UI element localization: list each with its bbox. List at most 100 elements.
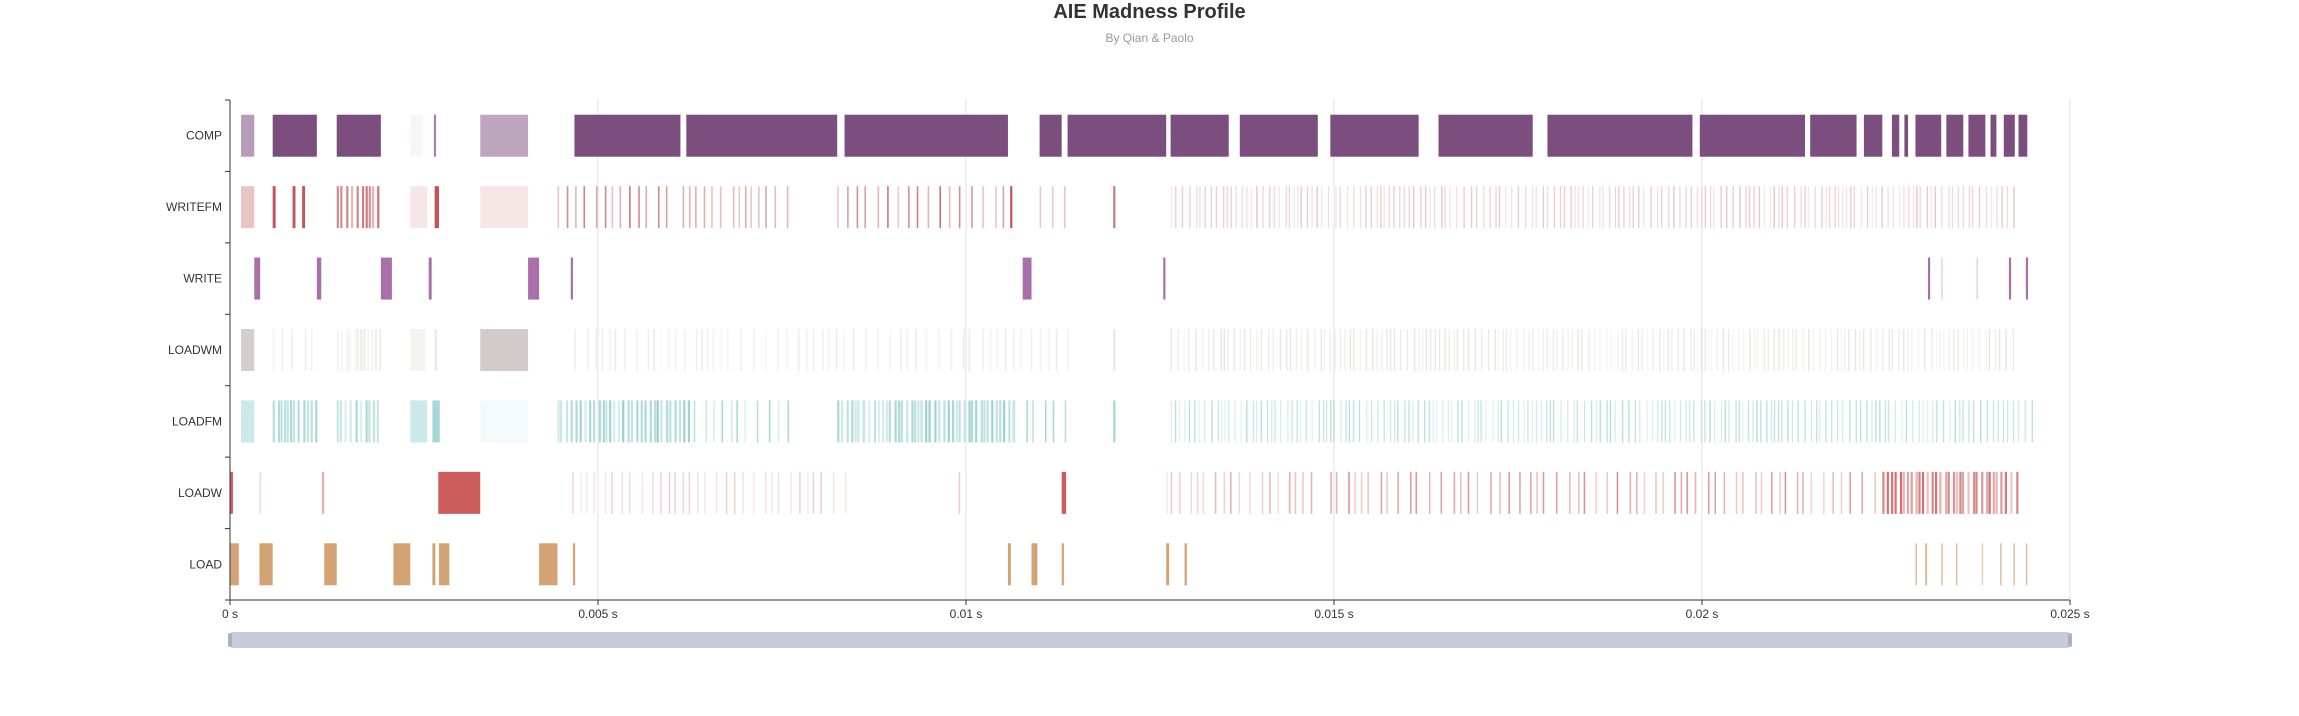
y-axis-label-comp: COMP (186, 129, 222, 143)
event-bar-loadwm (480, 329, 529, 371)
event-tick-writefm (1919, 186, 1921, 229)
event-tick-loadfm (1348, 400, 1351, 443)
zoom-handle-right[interactable] (2068, 633, 2072, 647)
event-tick-loadfm (971, 400, 974, 443)
event-tick-writefm (629, 186, 631, 229)
event-tick-loadfm (339, 400, 342, 443)
event-tick-loadwm (1876, 329, 1878, 371)
event-bar-loadwm (410, 329, 426, 371)
event-tick-writefm (1424, 186, 1427, 229)
zoom-handle-left[interactable] (228, 633, 232, 647)
event-tick-loadfm (1968, 400, 1970, 443)
event-tick-writefm (1383, 186, 1385, 229)
event-tick-loadfm (1370, 400, 1373, 443)
event-tick-loadwm (1425, 329, 1428, 371)
data-zoom-slider[interactable] (228, 632, 2072, 648)
event-tick-loadwm (1978, 329, 1981, 371)
event-tick-loadwm (1233, 329, 1236, 371)
event-tick-loadw (1694, 471, 1697, 514)
event-tick-writefm (1320, 186, 1323, 229)
event-tick-writefm (1403, 186, 1406, 229)
event-tick-loadwm (1571, 329, 1573, 371)
event-tick-writefm (575, 186, 577, 229)
event-tick-loadfm (955, 400, 958, 443)
event-tick-loadwm (1187, 329, 1190, 371)
event-tick-loadwm (1393, 329, 1396, 371)
event-tick-loadfm (1656, 400, 1659, 443)
y-axis-label-writefm: WRITEFM (166, 200, 222, 214)
event-tick-loadfm (1428, 400, 1431, 443)
event-tick-loadwm (1888, 329, 1890, 371)
event-tick-loadwm (1272, 329, 1275, 371)
event-burst-loadwm (336, 329, 382, 371)
event-tick-writefm (1732, 186, 1734, 229)
event-tick-loadfm (1352, 400, 1355, 443)
event-tick-loadwm (1448, 329, 1450, 371)
event-tick-loadfm (1773, 400, 1776, 443)
event-burst-writefm (336, 186, 380, 229)
event-tick-writefm (1726, 186, 1728, 229)
event-tick-loadwm (1924, 329, 1926, 371)
event-tick-loadwm (1359, 329, 1362, 371)
zoom-track[interactable] (230, 632, 2070, 648)
event-tick-loadwm (1985, 329, 1987, 371)
event-tick-loadwm (1183, 329, 1185, 371)
event-bar-comp (1170, 114, 1229, 157)
event-bar-write (2008, 257, 2012, 300)
event-tick-loadwm (1567, 329, 1569, 371)
event-tick-loadwm (1957, 329, 1959, 371)
event-tick-loadfm (1246, 400, 1248, 443)
event-tick-writefm (1175, 186, 1177, 229)
event-tick-loadfm (2006, 400, 2009, 443)
event-tick-loadwm (1697, 329, 1699, 371)
event-tick-loadwm (1349, 329, 1352, 371)
event-tick-writefm (1278, 186, 1281, 229)
event-tick-writefm (1642, 186, 1645, 229)
event-burst-writefm (1170, 186, 2015, 229)
event-tick-writefm (1614, 186, 1617, 229)
event-tick-loadfm (1188, 400, 1191, 443)
event-bar-comp (1438, 114, 1533, 157)
event-tick-loadwm (1400, 329, 1402, 371)
event-bar-writefm (241, 186, 255, 229)
event-burst-loadfm (272, 400, 318, 443)
event-tick-writefm (1887, 186, 1889, 229)
event-tick-loadfm (1397, 400, 1399, 443)
event-tick-loadfm (1979, 400, 1982, 443)
event-tick-loadwm (1456, 329, 1459, 371)
event-tick-loadwm (624, 329, 626, 371)
event-tick-loadfm (1221, 400, 1223, 443)
event-tick-loadfm (1417, 400, 1419, 443)
event-tick-writefm (365, 186, 368, 229)
event-burst-loadfm (693, 400, 790, 443)
event-tick-writefm (1582, 186, 1584, 229)
event-tick-loadw (1810, 471, 1813, 514)
y-axis-label-loadw: LOADW (178, 486, 223, 500)
event-tick-loadfm (1485, 400, 1487, 443)
event-tick-loadwm (1848, 329, 1850, 371)
event-tick-writefm (948, 186, 951, 229)
event-tick-loadwm (1389, 329, 1392, 371)
event-burst-writefm (1039, 186, 1066, 229)
event-tick-loadw (1995, 471, 1998, 514)
event-tick-writefm (611, 186, 614, 229)
x-axis-tick-label: 0 s (222, 607, 238, 621)
event-tick-writefm (958, 186, 961, 229)
event-bar-comp (272, 114, 317, 157)
event-tick-writefm (1311, 186, 1313, 229)
event-tick-loadfm (917, 400, 920, 443)
event-tick-writefm (682, 186, 685, 229)
event-tick-loadwm (371, 329, 374, 371)
event-tick-loadfm (1365, 400, 1368, 443)
event-tick-writefm (877, 186, 880, 229)
event-tick-loadwm (1502, 329, 1504, 371)
event-tick-writefm (1758, 186, 1761, 229)
event-tick-loadwm (1588, 329, 1590, 371)
event-tick-loadwm (1030, 329, 1033, 371)
event-tick-loadfm (1709, 400, 1711, 443)
event-tick-loadfm (947, 400, 950, 443)
event-tick-loadfm (1972, 400, 1975, 443)
event-tick-loadw (1453, 471, 1456, 514)
event-tick-writefm (1834, 186, 1836, 229)
event-tick-loadw (585, 471, 588, 514)
